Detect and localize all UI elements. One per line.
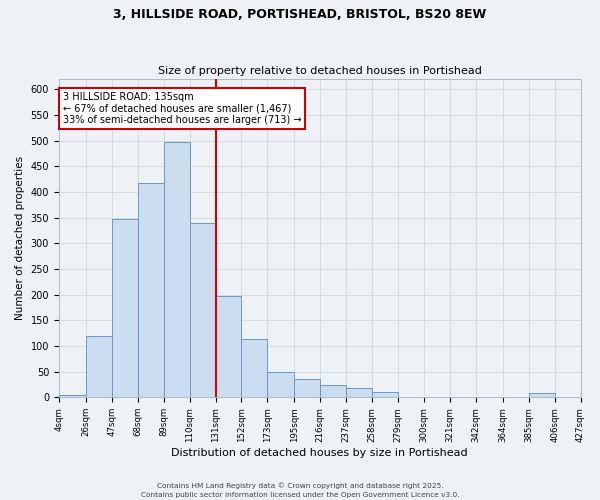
Bar — [215, 296, 241, 398]
Bar — [138, 183, 164, 398]
Y-axis label: Number of detached properties: Number of detached properties — [15, 156, 25, 320]
Bar — [164, 142, 190, 398]
Bar — [190, 223, 215, 398]
Text: Contains HM Land Registry data © Crown copyright and database right 2025.: Contains HM Land Registry data © Crown c… — [157, 482, 443, 489]
Text: 3 HILLSIDE ROAD: 135sqm
← 67% of detached houses are smaller (1,467)
33% of semi: 3 HILLSIDE ROAD: 135sqm ← 67% of detache… — [62, 92, 301, 125]
Bar — [529, 393, 554, 398]
Bar — [86, 336, 112, 398]
Bar — [372, 392, 398, 398]
Title: Size of property relative to detached houses in Portishead: Size of property relative to detached ho… — [158, 66, 482, 76]
Bar — [320, 384, 346, 398]
X-axis label: Distribution of detached houses by size in Portishead: Distribution of detached houses by size … — [172, 448, 468, 458]
Text: Contains public sector information licensed under the Open Government Licence v3: Contains public sector information licen… — [140, 492, 460, 498]
Bar — [267, 372, 295, 398]
Bar — [581, 395, 600, 398]
Bar — [346, 388, 372, 398]
Bar — [295, 380, 320, 398]
Bar — [112, 218, 138, 398]
Bar — [241, 340, 267, 398]
Bar — [59, 395, 86, 398]
Text: 3, HILLSIDE ROAD, PORTISHEAD, BRISTOL, BS20 8EW: 3, HILLSIDE ROAD, PORTISHEAD, BRISTOL, B… — [113, 8, 487, 20]
